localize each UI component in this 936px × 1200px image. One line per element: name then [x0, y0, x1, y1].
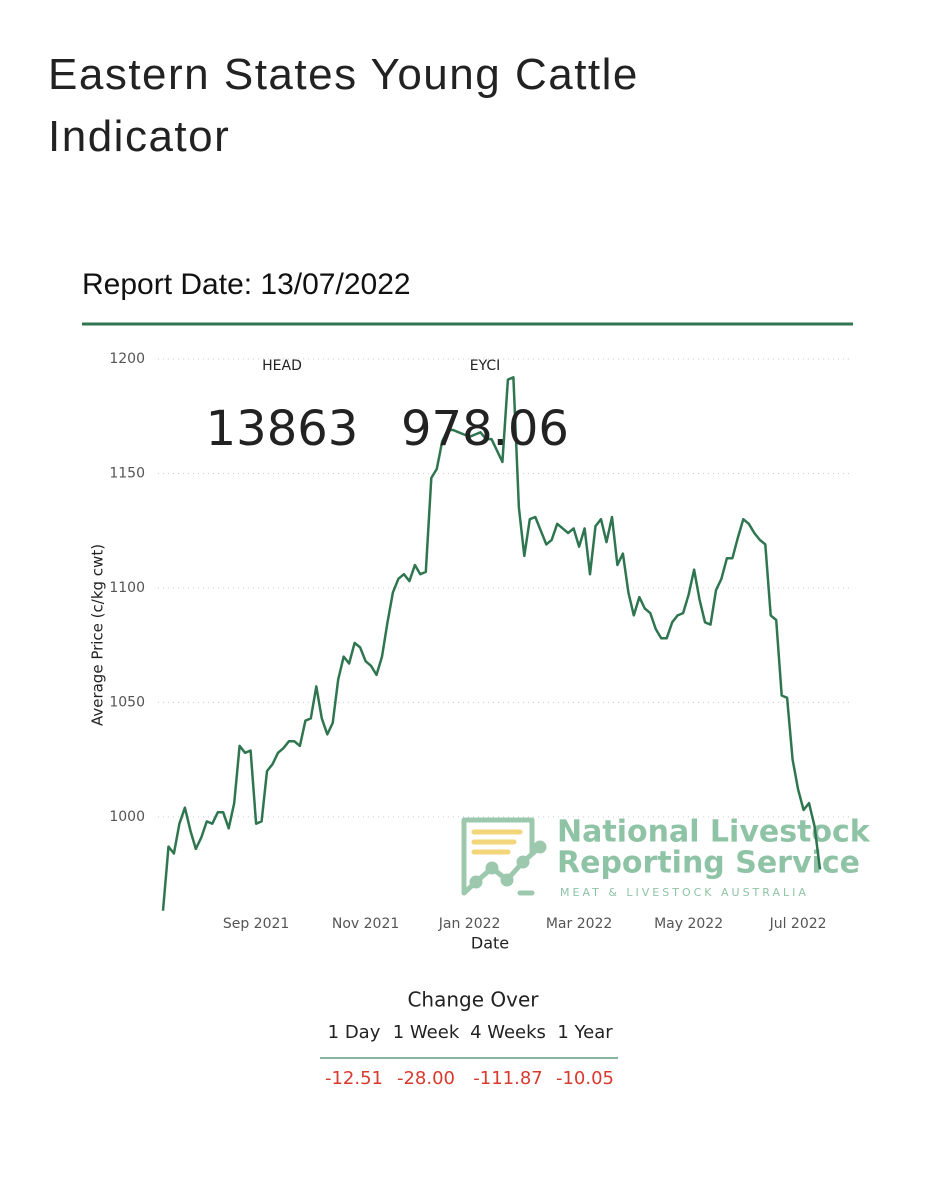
table-value: -10.05: [556, 1068, 614, 1089]
x-tick-label: Sep 2021: [223, 916, 289, 932]
logo-icon: [461, 817, 547, 896]
table-value: -111.87: [473, 1068, 542, 1089]
table-title: Change Over: [407, 988, 539, 1012]
kpi-label: EYCI: [470, 358, 501, 374]
watermark-text: National Livestock: [557, 815, 871, 850]
table-header: 4 Weeks: [470, 1022, 546, 1043]
watermark-text: Reporting Service: [557, 846, 860, 881]
y-tick-label: 1050: [109, 694, 145, 710]
kpi-label: HEAD: [262, 358, 302, 374]
y-axis-label: Average Price (c/kg cwt): [89, 544, 107, 726]
table-header: 1 Week: [393, 1022, 460, 1043]
report-date: Report Date: 13/07/2022: [82, 268, 411, 301]
kpi-value: 13863: [206, 401, 359, 457]
kpi-value: 978.06: [401, 401, 569, 457]
table-value: -12.51: [325, 1068, 383, 1089]
x-tick-label: Mar 2022: [546, 916, 613, 932]
table-header: 1 Day: [328, 1022, 381, 1043]
x-tick-label: Nov 2021: [332, 916, 399, 932]
price-line: [161, 376, 822, 911]
y-tick-label: 1000: [109, 809, 145, 825]
x-tick-label: May 2022: [654, 916, 723, 932]
y-tick-label: 1200: [109, 351, 145, 367]
y-tick-label: 1100: [109, 580, 145, 596]
table-value: -28.00: [397, 1068, 455, 1089]
watermark-sub: MEAT & LIVESTOCK AUSTRALIA: [560, 886, 809, 899]
table-header: 1 Year: [557, 1022, 613, 1043]
x-tick-label: Jan 2022: [438, 916, 501, 932]
x-tick-label: Jul 2022: [769, 916, 827, 932]
x-axis-label: Date: [471, 934, 509, 953]
y-tick-label: 1150: [109, 465, 145, 481]
page-title: Eastern States Young Cattle Indicator: [48, 50, 639, 161]
